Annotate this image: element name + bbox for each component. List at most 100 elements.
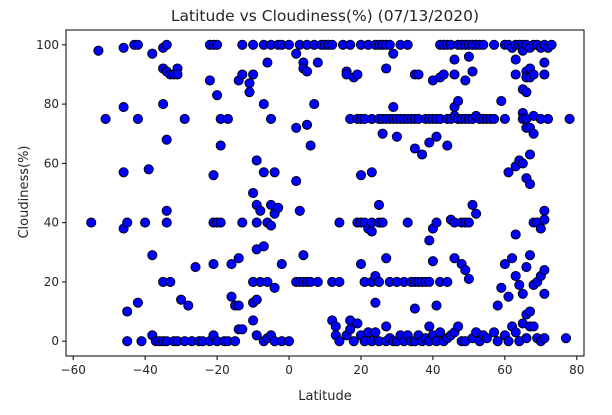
data-point <box>499 259 510 270</box>
data-point <box>564 113 575 124</box>
data-point <box>510 327 521 338</box>
data-point <box>453 96 464 107</box>
data-point <box>524 250 536 261</box>
data-point <box>431 131 442 142</box>
data-point <box>158 99 169 110</box>
data-point <box>391 131 402 142</box>
data-point <box>233 300 244 311</box>
data-point <box>409 303 420 314</box>
data-point <box>355 259 367 270</box>
data-point <box>122 217 133 228</box>
y-tick-label: 20 <box>44 275 59 289</box>
data-point <box>489 39 500 50</box>
data-point <box>449 54 460 65</box>
data-point <box>161 217 172 228</box>
data-point <box>510 54 521 65</box>
data-point <box>381 63 392 74</box>
data-point <box>467 66 478 77</box>
data-point <box>298 250 309 261</box>
data-point <box>283 39 295 50</box>
data-point <box>460 75 471 86</box>
data-point <box>366 226 377 237</box>
x-tick-label: 0 <box>285 363 293 377</box>
data-point <box>255 205 266 216</box>
data-point <box>417 149 428 160</box>
data-point <box>467 199 478 210</box>
data-point <box>384 39 395 50</box>
data-point <box>463 51 474 62</box>
data-point <box>478 39 489 50</box>
data-point <box>251 330 262 341</box>
data-point <box>283 336 295 347</box>
data-point <box>517 288 528 299</box>
x-tick-label: −60 <box>61 363 86 377</box>
data-point <box>521 87 532 98</box>
data-point <box>435 327 446 338</box>
data-point <box>528 69 539 80</box>
data-point <box>330 321 341 332</box>
data-point <box>366 167 377 178</box>
data-point <box>258 167 269 178</box>
data-point <box>172 69 183 80</box>
data-point <box>424 321 435 332</box>
data-point <box>546 39 557 50</box>
data-point <box>269 282 280 293</box>
data-point <box>215 217 226 228</box>
x-tick-label: 40 <box>425 363 440 377</box>
data-point <box>147 250 158 261</box>
data-point <box>305 140 316 151</box>
data-point <box>539 205 550 216</box>
data-point <box>312 276 323 287</box>
x-tick-label: 80 <box>569 363 584 377</box>
data-point <box>449 253 460 264</box>
data-point <box>539 57 550 68</box>
data-point <box>204 75 215 86</box>
data-point <box>510 69 521 80</box>
y-tick-label: 0 <box>51 334 59 348</box>
data-point <box>265 113 277 124</box>
plot-frame <box>65 29 585 357</box>
data-point <box>402 39 413 50</box>
x-tick-label: −40 <box>132 363 157 377</box>
data-point <box>147 48 158 59</box>
data-point <box>86 217 97 228</box>
data-point <box>377 128 388 139</box>
data-point <box>237 217 248 228</box>
y-tick-label: 60 <box>44 156 59 170</box>
y-tick-label: 40 <box>44 216 59 230</box>
data-point <box>539 265 550 276</box>
data-point <box>409 143 420 154</box>
data-point <box>248 315 259 326</box>
data-point <box>535 223 546 234</box>
data-point <box>237 324 248 335</box>
data-point <box>348 336 359 347</box>
data-point <box>237 39 248 50</box>
data-point <box>438 69 449 80</box>
data-point <box>165 276 176 287</box>
data-point <box>176 294 187 305</box>
data-point <box>503 167 514 178</box>
data-point <box>334 276 345 287</box>
data-point <box>514 279 525 290</box>
data-point <box>539 333 550 344</box>
data-point <box>248 69 259 80</box>
data-point <box>212 39 223 50</box>
data-point <box>226 291 237 302</box>
data-point <box>460 265 471 276</box>
data-point <box>528 321 539 332</box>
data-point <box>345 39 356 50</box>
x-tick-label: 20 <box>353 363 368 377</box>
data-point <box>301 119 313 130</box>
data-point <box>402 217 413 228</box>
x-tick-label: 60 <box>497 363 512 377</box>
data-point <box>179 113 190 124</box>
data-point <box>431 217 442 228</box>
data-point <box>413 69 424 80</box>
data-point <box>373 276 385 287</box>
data-point <box>334 217 345 228</box>
y-tick-label: 80 <box>44 97 59 111</box>
data-point <box>355 170 367 181</box>
data-point <box>489 113 500 124</box>
data-point <box>381 321 392 332</box>
data-point <box>560 333 572 344</box>
